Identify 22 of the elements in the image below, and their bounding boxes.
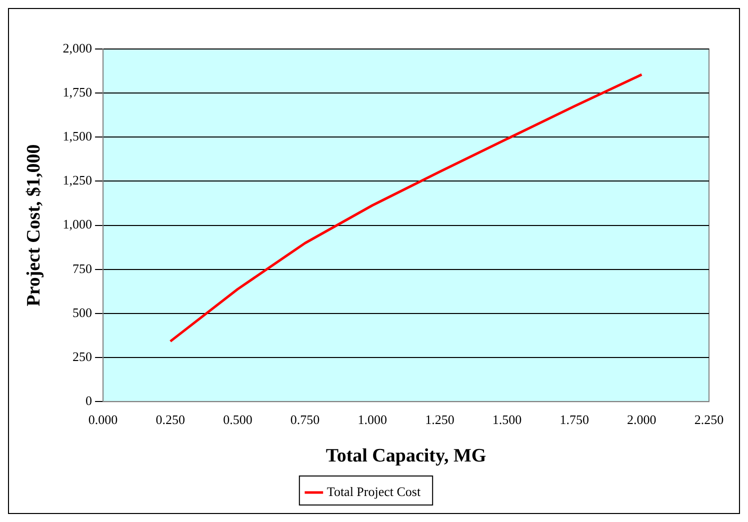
x-tick-label: 1.750 [560, 412, 589, 427]
y-tick-label: 750 [72, 260, 92, 276]
x-tick-label: 1.250 [425, 412, 454, 427]
y-tick-label: 250 [72, 348, 92, 364]
x-tick-label: 0.000 [88, 412, 118, 427]
y-tick-label: 1,250 [62, 172, 92, 188]
y-tick-label: 500 [72, 304, 92, 320]
y-axis-title: Project Cost, $1,000 [23, 144, 44, 306]
legend-label: Total Project Cost [326, 484, 421, 499]
y-tick-label: 0 [86, 393, 92, 408]
x-tick-label: 2.000 [627, 412, 656, 427]
x-tick-label: 0.750 [290, 412, 320, 427]
x-axis-title: Total Capacity, MG [326, 446, 486, 467]
x-tick-label: 1.500 [492, 412, 522, 427]
x-tick-label: 0.250 [156, 412, 186, 427]
y-tick-label: 1,000 [62, 216, 92, 232]
y-tick-label: 1,750 [62, 84, 92, 100]
y-tick-label: 1,500 [62, 128, 92, 144]
x-tick-label: 2.250 [694, 412, 724, 427]
x-tick-label: 1.000 [358, 412, 387, 427]
x-tick-label: 0.500 [223, 412, 252, 427]
y-tick-label: 2,000 [62, 40, 92, 56]
